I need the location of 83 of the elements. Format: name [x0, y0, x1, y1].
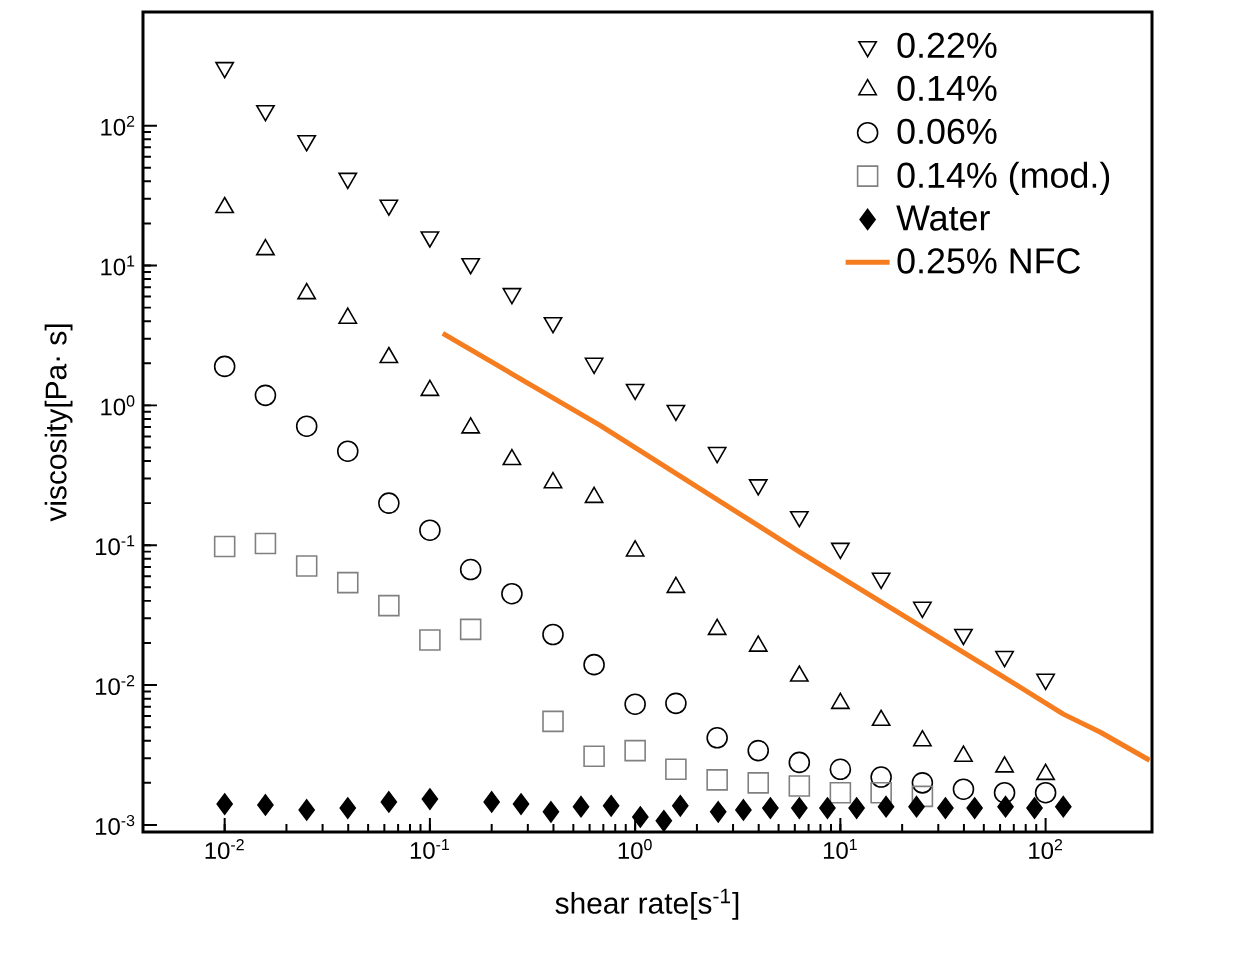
- point: [297, 134, 317, 152]
- point: [830, 542, 850, 560]
- y-tick-label: 10$^{-1}$: [96, 535, 135, 556]
- point: [788, 751, 811, 774]
- point: [747, 739, 770, 762]
- point: [706, 769, 728, 791]
- point: [665, 758, 687, 781]
- point: [421, 788, 439, 810]
- legend-label: 0.14% (mod.): [897, 161, 1110, 196]
- x-tick-label: 10$^{-2}$: [205, 839, 244, 860]
- point: [624, 693, 646, 715]
- point: [911, 772, 934, 794]
- point: [789, 510, 809, 528]
- point: [829, 781, 852, 804]
- legend-label: 0.06%: [897, 118, 997, 145]
- point: [257, 794, 274, 816]
- point: [216, 793, 233, 815]
- point: [870, 781, 892, 804]
- point: [870, 766, 892, 788]
- point: [419, 519, 441, 542]
- point: [501, 582, 523, 605]
- point: [295, 415, 318, 437]
- point: [952, 778, 975, 801]
- legend-label: 0.22%: [897, 32, 997, 59]
- point: [502, 287, 522, 305]
- x-axis-title: shear rate[s$^{-1}$]: [555, 888, 739, 920]
- point: [295, 555, 318, 577]
- x-tick-label: 10$^{1}$: [823, 839, 857, 859]
- point: [339, 797, 357, 819]
- point: [336, 440, 359, 463]
- point: [213, 355, 236, 378]
- point: [583, 745, 605, 768]
- legend-label: 0.14%: [897, 75, 997, 102]
- point: [336, 571, 359, 594]
- point: [829, 758, 852, 781]
- point: [419, 629, 441, 651]
- y-tick-label: 10$^{2}$: [101, 115, 135, 136]
- point: [459, 618, 482, 641]
- point: [543, 316, 563, 334]
- point: [1034, 781, 1057, 804]
- point: [995, 650, 1015, 668]
- x-tick-label: 10$^{-1}$: [410, 839, 450, 859]
- point: [542, 710, 564, 733]
- point: [255, 104, 275, 122]
- point: [665, 692, 687, 715]
- point: [378, 594, 400, 617]
- legend-label: 0.25% NFC: [897, 248, 1081, 274]
- point: [338, 172, 358, 190]
- point: [954, 628, 973, 646]
- point: [666, 404, 686, 422]
- point: [911, 785, 934, 808]
- point: [706, 726, 728, 749]
- point: [215, 61, 235, 79]
- point: [380, 791, 398, 813]
- point: [254, 384, 277, 407]
- point: [707, 446, 727, 464]
- point: [542, 801, 560, 823]
- legend-label: Water: [896, 205, 990, 231]
- point: [459, 558, 482, 581]
- x-tick-label: 10$^{0}$: [618, 839, 652, 860]
- point: [379, 199, 399, 216]
- point: [625, 383, 645, 401]
- point: [542, 623, 564, 646]
- point: [871, 572, 891, 590]
- point: [298, 799, 315, 821]
- point: [583, 653, 605, 676]
- point: [420, 231, 440, 248]
- point: [254, 532, 277, 555]
- point: [747, 772, 770, 794]
- point: [584, 357, 604, 375]
- point: [461, 257, 481, 275]
- point: [748, 479, 768, 496]
- y-tick-label: 10$^{-3}$: [96, 814, 135, 835]
- point: [624, 739, 646, 762]
- point: [788, 775, 811, 797]
- y-tick-label: 10$^{-2}$: [96, 675, 135, 696]
- point: [378, 492, 400, 514]
- y-tick-label: 10$^{0}$: [101, 395, 135, 416]
- x-tick-label: 10$^{2}$: [1029, 839, 1063, 860]
- y-tick-label: 10$^{1}$: [101, 255, 135, 276]
- point: [993, 781, 1016, 804]
- point: [213, 535, 236, 558]
- y-axis-title: viscosity[Pa· s]: [44, 324, 73, 522]
